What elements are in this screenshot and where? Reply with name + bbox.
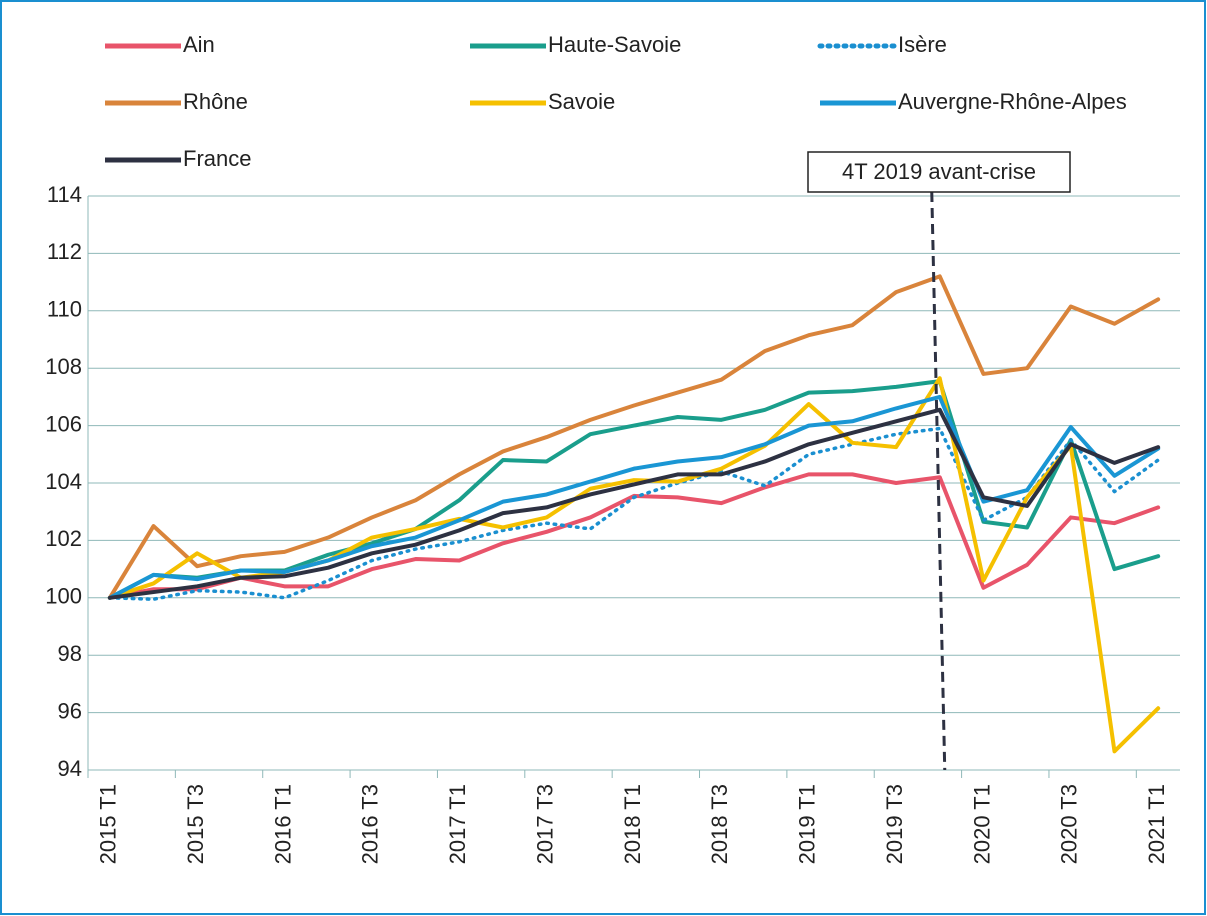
legend-label: France: [183, 146, 251, 171]
y-tick-label: 96: [58, 698, 82, 723]
x-tick-label: 2015 T3: [183, 784, 208, 864]
x-tick-label: 2018 T3: [707, 784, 732, 864]
legend-label: Isère: [898, 32, 947, 57]
x-tick-label: 2019 T3: [882, 784, 907, 864]
y-tick-label: 106: [45, 411, 82, 436]
series-line: [107, 394, 1161, 600]
x-tick-label: 2021 T1: [1144, 784, 1169, 864]
annotation-box: [807, 151, 1071, 193]
legend-label: Ain: [183, 32, 215, 57]
x-tick-label: 2018 T1: [620, 784, 645, 864]
y-tick-label: 94: [58, 756, 82, 781]
x-tick-label: 2016 T1: [270, 784, 295, 864]
legend-label: Rhône: [183, 89, 248, 114]
x-tick-label: 2019 T1: [795, 784, 820, 864]
x-tick-label: 2020 T3: [1057, 784, 1082, 864]
legend-label: Haute-Savoie: [548, 32, 681, 57]
x-tick-label: 2017 T3: [532, 784, 557, 864]
series-line: [107, 407, 1161, 600]
annotation-line: [930, 191, 947, 771]
y-tick-label: 110: [47, 297, 82, 322]
y-tick-label: 102: [45, 526, 82, 551]
x-tick-label: 2016 T3: [358, 784, 383, 864]
y-tick-label: 98: [58, 641, 82, 666]
y-tick-label: 104: [45, 469, 82, 494]
y-tick-label: 100: [45, 584, 82, 609]
y-tick-label: 112: [47, 239, 82, 264]
y-tick-label: 108: [45, 354, 82, 379]
series-line: [107, 274, 1161, 600]
y-tick-label: 114: [47, 182, 82, 207]
x-tick-label: 2015 T1: [96, 784, 121, 864]
legend-label: Auvergne-Rhône-Alpes: [898, 89, 1127, 114]
legend-label: Savoie: [548, 89, 615, 114]
x-tick-label: 2020 T1: [969, 784, 994, 864]
annotation: 4T 2019 avant-crise: [842, 159, 1036, 184]
x-tick-label: 2017 T1: [445, 784, 470, 864]
series-line: [108, 426, 1160, 601]
